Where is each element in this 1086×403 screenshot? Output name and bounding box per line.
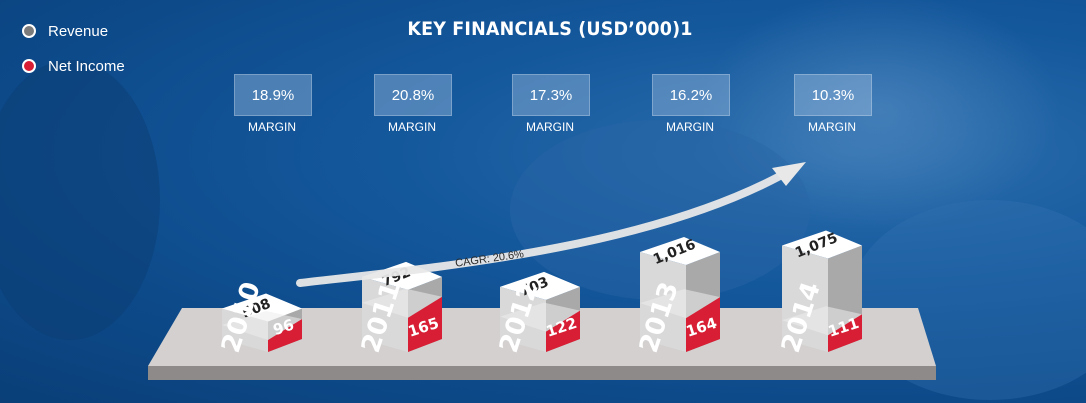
legend-label-revenue: Revenue — [48, 22, 109, 40]
margin-label: MARGIN — [388, 120, 436, 134]
revenue-bar-top — [640, 237, 720, 266]
cagr-label: CAGR: 20.6% — [455, 248, 525, 270]
net-income-legend-dot — [22, 59, 36, 73]
margin-value: 20.8% — [374, 74, 452, 116]
net-income-bar — [828, 314, 862, 352]
margin-value: 16.2% — [652, 74, 730, 116]
margin-value: 17.3% — [512, 74, 590, 116]
net-income-bar-top — [362, 288, 442, 318]
margin-label: MARGIN — [248, 120, 296, 134]
margin-value: 18.9% — [234, 74, 312, 116]
margin-value: 10.3% — [794, 74, 872, 116]
legend: Revenue Net Income — [22, 22, 125, 92]
margin-label: MARGIN — [666, 120, 714, 134]
revenue-bar-top — [500, 271, 580, 300]
revenue-legend-dot — [22, 24, 36, 38]
legend-label-net-income: Net Income — [48, 57, 125, 75]
legend-item-revenue: Revenue — [22, 22, 125, 40]
net-income-bar-top — [222, 311, 302, 341]
cagr-arrow-line — [296, 172, 784, 287]
cagr-arrow-head — [772, 162, 806, 186]
shelf-front — [148, 366, 936, 380]
revenue-bar-top — [222, 293, 302, 322]
net-income-bar — [546, 310, 580, 352]
chart-title: KEY FINANCIALS (USD’000)1 — [407, 18, 693, 40]
legend-item-net-income: Net Income — [22, 57, 125, 75]
net-income-bar — [408, 296, 442, 352]
net-income-bar-top — [640, 289, 720, 319]
revenue-bar-top — [782, 230, 862, 259]
margin-label: MARGIN — [808, 120, 856, 134]
net-income-bar — [686, 297, 720, 352]
net-income-bar — [268, 319, 302, 352]
net-income-bar-top — [782, 306, 862, 336]
net-income-value-label: 96 — [271, 315, 296, 339]
net-income-bar-top — [500, 302, 580, 332]
margin-label: MARGIN — [526, 120, 574, 134]
